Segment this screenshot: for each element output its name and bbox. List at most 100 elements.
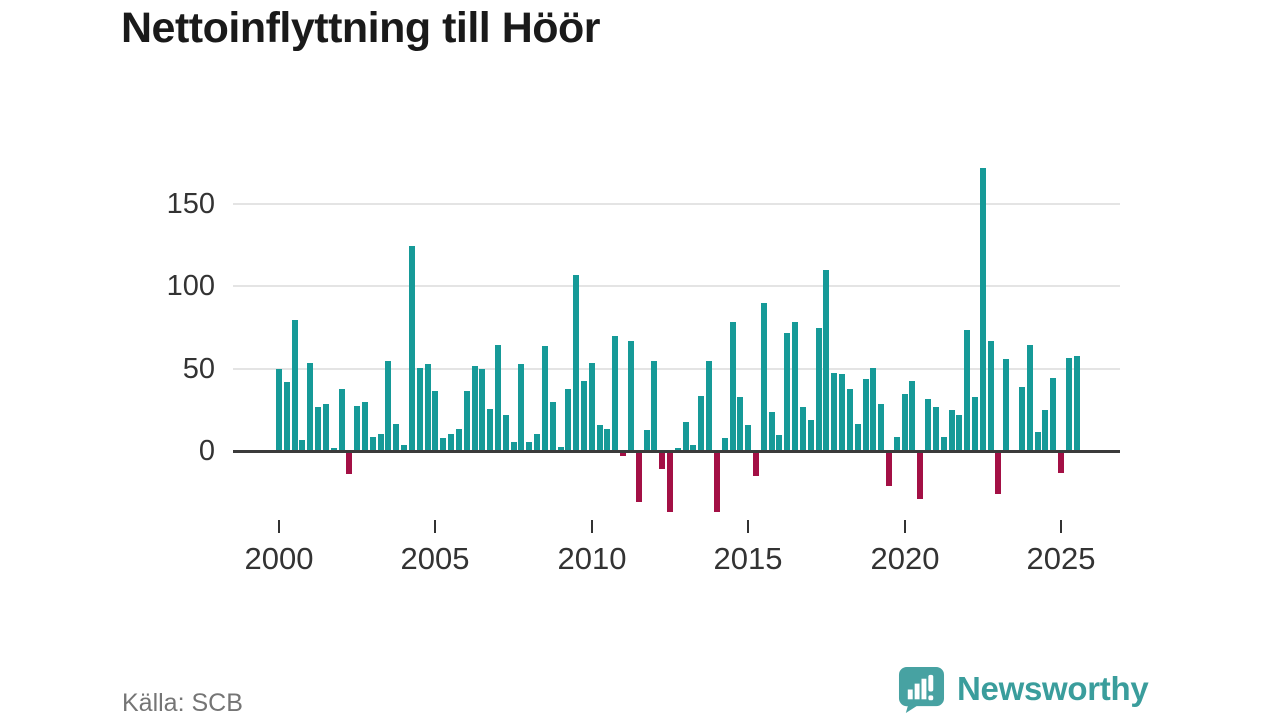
x-axis-tick-label: 2010 (557, 541, 627, 576)
bar-2022Q4 (988, 341, 994, 450)
x-axis-tick-label: 2015 (713, 541, 783, 576)
bar-2020Q1 (902, 394, 908, 450)
bar-2004Q1 (401, 445, 407, 450)
x-axis-line (233, 450, 1120, 453)
x-axis-tick-label: 2000 (244, 541, 314, 576)
bar-2017Q2 (816, 328, 822, 450)
bar-2002Q2 (346, 453, 352, 474)
bar-2010Q4 (612, 336, 618, 450)
bar-2012Q3 (667, 453, 673, 512)
bar-2014Q3 (730, 322, 736, 450)
bar-2010Q1 (589, 363, 595, 450)
bar-2018Q2 (847, 389, 853, 450)
bar-2022Q1 (964, 330, 970, 450)
bar-2016Q3 (792, 322, 798, 450)
bar-2001Q2 (315, 407, 321, 450)
bar-2009Q1 (558, 447, 564, 450)
bar-2008Q1 (526, 442, 532, 450)
bar-2015Q2 (753, 453, 759, 476)
bar-2022Q3 (980, 168, 986, 450)
x-axis-tick (434, 520, 436, 533)
bar-2021Q1 (933, 407, 939, 450)
y-axis-tick-label: 150 (166, 188, 215, 220)
bar-2018Q4 (863, 379, 869, 450)
bar-2016Q2 (784, 333, 790, 450)
bar-2015Q4 (769, 412, 775, 450)
x-axis-tick (904, 520, 906, 533)
brand-wordmark: Newsworthy (957, 670, 1149, 707)
bar-2014Q1 (714, 453, 720, 512)
bar-2011Q2 (628, 341, 634, 450)
bar-2010Q3 (604, 429, 610, 450)
bar-2016Q4 (800, 407, 806, 450)
bar-2009Q3 (573, 275, 579, 450)
bar-2006Q1 (464, 391, 470, 450)
bar-2005Q2 (440, 438, 446, 450)
gridline-100 (233, 285, 1120, 287)
bar-2012Q1 (651, 361, 657, 450)
bar-2008Q3 (542, 346, 548, 450)
bar-2007Q3 (511, 442, 517, 450)
bar-2021Q3 (949, 410, 955, 450)
y-axis-tick-label: 0 (198, 435, 215, 467)
y-axis-tick-label: 50 (182, 353, 215, 385)
bar-2013Q4 (706, 361, 712, 450)
bar-2023Q2 (1003, 359, 1009, 450)
bar-2019Q2 (878, 404, 884, 450)
bar-2011Q1 (620, 453, 626, 456)
bar-2013Q1 (683, 422, 689, 450)
bar-2015Q1 (745, 425, 751, 450)
bar-2013Q3 (698, 396, 704, 450)
bar-2017Q3 (823, 270, 829, 450)
bar-2000Q4 (299, 440, 305, 450)
bar-2000Q1 (276, 369, 282, 450)
bar-2012Q2 (659, 453, 665, 469)
bar-2001Q4 (331, 448, 337, 450)
bar-2006Q4 (487, 409, 493, 450)
bar-2004Q3 (417, 368, 423, 450)
x-axis-tick (747, 520, 749, 533)
bar-2020Q2 (909, 381, 915, 450)
bar-2005Q1 (432, 391, 438, 450)
bar-2019Q4 (894, 437, 900, 450)
bar-2018Q1 (839, 374, 845, 450)
bar-2025Q3 (1074, 356, 1080, 450)
bar-2002Q3 (354, 406, 360, 450)
bar-2024Q4 (1050, 378, 1056, 450)
bar-2000Q3 (292, 320, 298, 450)
bar-2023Q1 (995, 453, 1001, 494)
bar-2020Q3 (917, 453, 923, 499)
bar-2020Q4 (925, 399, 931, 450)
bar-2014Q2 (722, 438, 728, 450)
bar-2005Q3 (448, 434, 454, 450)
bar-2018Q3 (855, 424, 861, 450)
bar-2009Q2 (565, 389, 571, 450)
bar-2007Q2 (503, 415, 509, 450)
bar-2001Q1 (307, 363, 313, 450)
bar-2002Q1 (339, 389, 345, 450)
newsworthy-branding: Newsworthy (898, 664, 1149, 714)
bar-2008Q2 (534, 434, 540, 450)
page-title: Nettoinflyttning till Höör (121, 4, 601, 52)
bar-2006Q2 (472, 366, 478, 450)
bar-2005Q4 (456, 429, 462, 450)
bar-2011Q3 (636, 453, 642, 502)
bar-2004Q4 (425, 364, 431, 450)
bar-2017Q1 (808, 420, 814, 450)
bar-2009Q4 (581, 381, 587, 450)
bar-chart-speech-bubble-icon (898, 666, 945, 713)
bar-2014Q4 (737, 397, 743, 450)
y-axis-tick-label: 100 (166, 270, 215, 302)
bar-2017Q4 (831, 373, 837, 450)
bar-2024Q2 (1035, 432, 1041, 450)
bar-2007Q4 (518, 364, 524, 450)
bar-2025Q1 (1058, 453, 1064, 473)
x-axis-tick-label: 2020 (870, 541, 940, 576)
bar-2002Q4 (362, 402, 368, 450)
bar-2015Q3 (761, 303, 767, 450)
bar-2022Q2 (972, 397, 978, 450)
bar-2013Q2 (690, 445, 696, 450)
bar-2003Q1 (370, 437, 376, 450)
bar-2016Q1 (776, 435, 782, 450)
